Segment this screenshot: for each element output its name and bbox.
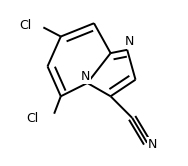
Text: Cl: Cl: [27, 112, 39, 125]
Text: N: N: [81, 70, 90, 83]
Text: N: N: [125, 35, 134, 48]
Text: Cl: Cl: [19, 19, 31, 32]
Text: N: N: [147, 138, 157, 151]
